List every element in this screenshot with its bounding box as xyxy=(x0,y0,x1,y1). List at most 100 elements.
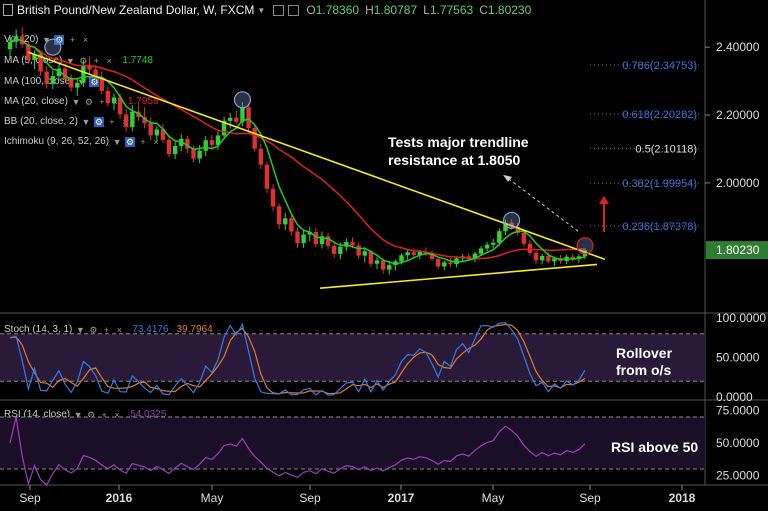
candle-body xyxy=(81,65,86,83)
fib-label: 0.5(2.10118) xyxy=(635,144,697,156)
indicator-ichimoku-label: Ichimoku (9, 26, 52, 26) xyxy=(4,136,110,147)
stoch-tick-label: 50.0000 xyxy=(716,351,760,365)
fib-label: 0.382(1.99954) xyxy=(622,178,697,190)
dropdown-icon[interactable]: ▼ xyxy=(257,5,266,15)
settings-icon[interactable] xyxy=(273,4,285,16)
settings-icon[interactable]: ⚙ xyxy=(87,409,96,420)
candle-body xyxy=(99,77,104,91)
candle-body xyxy=(497,231,502,243)
candle-body xyxy=(105,90,111,104)
candle-body xyxy=(264,164,270,189)
indicator-ma20-label: MA (20, close) xyxy=(4,96,68,107)
add-icon[interactable]: + xyxy=(93,55,99,66)
settings-icon[interactable]: ⚙ xyxy=(84,96,93,107)
annotation-stoch-line2: from o/s xyxy=(616,362,671,378)
close-icon[interactable]: × xyxy=(153,136,159,147)
rsi-legend[interactable]: RSI (14, close) ▼ ⚙ + × 54.0325 xyxy=(4,409,166,420)
candle-body xyxy=(484,244,490,249)
high-value: 1.80787 xyxy=(373,3,418,17)
close-icon[interactable]: × xyxy=(116,324,122,335)
symbol-title[interactable]: British Pound/New Zealand Dollar, W, FXC… xyxy=(17,3,255,17)
touch-point-marker xyxy=(44,38,62,56)
indicator-ma100-label: MA (100, close) xyxy=(4,76,74,87)
collapse-icon[interactable] xyxy=(3,4,13,16)
close-label: C xyxy=(479,3,488,17)
candle-body xyxy=(478,248,484,254)
candle-body xyxy=(197,150,202,159)
close-icon[interactable]: × xyxy=(114,409,120,420)
price-tick-label: 2.20000 xyxy=(716,108,760,122)
candle-body xyxy=(276,206,282,225)
settings-icon[interactable]: ⚙ xyxy=(125,136,136,147)
dropdown-icon[interactable]: ▼ xyxy=(75,324,85,335)
dropdown-icon[interactable]: ▼ xyxy=(71,96,81,107)
rsi-band xyxy=(0,417,705,469)
candle-body xyxy=(356,245,361,256)
candle-body xyxy=(368,251,374,264)
add-icon[interactable]: + xyxy=(103,324,109,335)
candle-body xyxy=(570,256,575,260)
time-tick-label: May xyxy=(482,491,505,505)
candle-body xyxy=(50,76,56,84)
time-tick-label: Sep xyxy=(299,491,321,505)
time-tick-label: Sep xyxy=(19,491,41,505)
candle-body xyxy=(399,255,404,262)
indicator-bb-label: BB (20, close, 2) xyxy=(4,116,78,127)
indicator-ichimoku[interactable]: Ichimoku (9, 26, 52, 26) ▼ ⚙ + × xyxy=(4,136,161,147)
candle-body xyxy=(221,120,227,136)
settings-icon[interactable]: ⚙ xyxy=(93,116,104,127)
candle-body xyxy=(393,261,398,266)
projection-arrowhead xyxy=(503,174,512,182)
dropdown-icon[interactable]: ▼ xyxy=(81,116,91,127)
indicator-ma20-value: 1.7958 xyxy=(127,96,159,107)
candle-body xyxy=(130,111,135,127)
rsi-tick-label: 50.0000 xyxy=(716,436,760,450)
candle-body xyxy=(307,231,312,235)
candle-body xyxy=(283,218,288,225)
current-price-label: 1.80230 xyxy=(716,243,760,257)
close-icon[interactable]: × xyxy=(82,34,89,45)
fib-label: 0.236(1.87378) xyxy=(622,221,697,233)
candle-body xyxy=(7,41,13,50)
candle-body xyxy=(429,253,435,260)
fib-label: 0.786(2.34753) xyxy=(622,60,697,72)
stoch-tick-label: 0.0000 xyxy=(716,390,753,404)
close-value: 1.80230 xyxy=(487,3,532,17)
dropdown-icon[interactable]: ▼ xyxy=(73,409,83,420)
candle-body xyxy=(454,258,459,265)
indicator-ma5-value: 1.7748 xyxy=(122,55,153,66)
settings-icon[interactable]: ⚙ xyxy=(89,76,100,87)
add-icon[interactable]: + xyxy=(109,116,115,127)
candle-body xyxy=(325,236,331,246)
candle-body xyxy=(405,252,410,256)
ma20-line xyxy=(9,38,586,260)
candle-body xyxy=(546,255,551,262)
add-icon[interactable]: + xyxy=(99,96,105,107)
touch-point-marker xyxy=(233,91,252,109)
candle-body xyxy=(111,97,117,104)
dropdown-icon[interactable]: ▼ xyxy=(65,55,75,66)
candle-body xyxy=(44,71,49,84)
dropdown-icon[interactable]: ▼ xyxy=(42,34,51,45)
settings-icon[interactable]: ⚙ xyxy=(54,34,65,45)
candle-body xyxy=(295,231,300,244)
time-tick-label: 2017 xyxy=(388,491,415,505)
dropdown-icon[interactable]: ▼ xyxy=(112,136,122,147)
add-icon[interactable]: + xyxy=(140,136,146,147)
candle-body xyxy=(448,262,453,265)
close-icon[interactable] xyxy=(288,4,300,16)
close-icon[interactable]: × xyxy=(106,55,112,66)
candle-body xyxy=(240,107,245,122)
annotation-stoch-line1: Rollover xyxy=(616,345,673,361)
stoch-legend[interactable]: Stoch (14, 3, 1) ▼ ⚙ + × 73.4176 39.7964 xyxy=(4,324,213,335)
touch-point-marker xyxy=(576,237,594,255)
settings-icon[interactable]: ⚙ xyxy=(89,324,98,335)
candle-body xyxy=(491,242,496,245)
candle-body xyxy=(124,114,129,127)
add-icon[interactable]: + xyxy=(101,409,107,420)
open-value: 1.78360 xyxy=(315,3,360,17)
candle-body xyxy=(374,260,380,264)
add-icon[interactable]: + xyxy=(69,34,76,45)
candle-body xyxy=(332,245,337,254)
